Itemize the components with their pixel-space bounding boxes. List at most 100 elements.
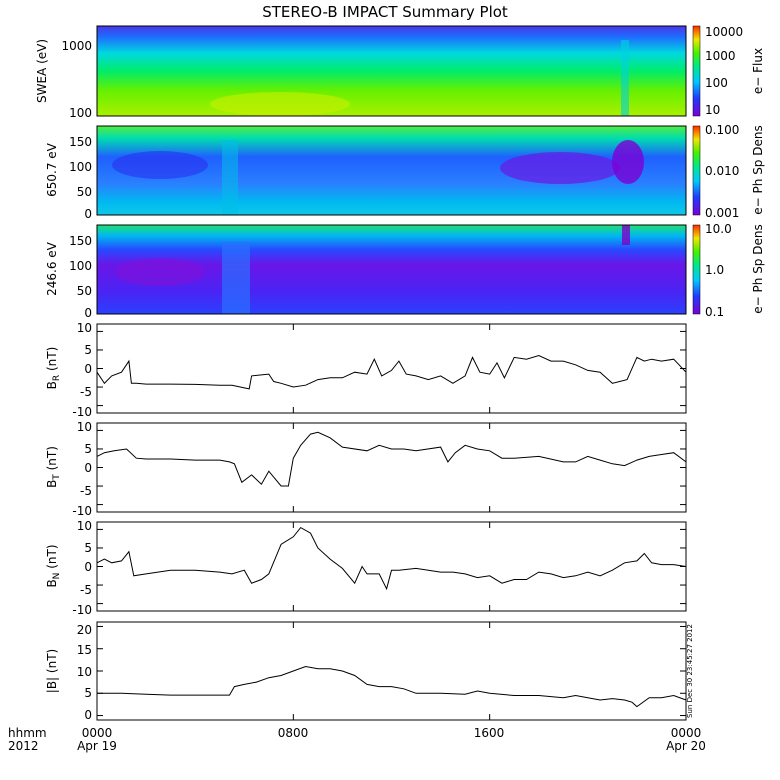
panel-swea: SWEA (eV) 1000 100 10000 1000 100 10 e− …	[35, 25, 765, 120]
ylabel-unit: (nT)	[45, 446, 59, 474]
colorbar-label: e− Ph Sp Dens	[751, 224, 765, 313]
colorbar-tick-label: 100	[705, 76, 728, 90]
panel-ticks-bn	[96, 522, 687, 611]
ytick-label: 100	[69, 259, 92, 273]
xtick-label: 1600	[474, 726, 505, 740]
ytick-label: 5	[84, 442, 92, 456]
ytick-label: 15	[77, 643, 92, 657]
panel-ylabel-swea: SWEA (eV)	[35, 39, 49, 103]
panel-ticks-bt	[96, 423, 687, 512]
series-line-br	[96, 354, 687, 390]
ylabel-subscript: N	[52, 573, 62, 580]
spectrogram-swea-gap	[621, 40, 629, 116]
panel-frame-swea	[96, 25, 687, 117]
ytick-label: 10	[77, 665, 92, 679]
ytick-label: 0	[84, 362, 92, 376]
panel-bn: BN (nT) 10 5 0 -5 -10	[45, 519, 687, 617]
ytick-label: 10	[77, 519, 92, 533]
ytick-label: 50	[77, 284, 92, 298]
ytick-label: -10	[72, 504, 92, 518]
panel-246: 246.6 eV 150 100 50 0 10.0 1.0 0.1 e− Ph…	[45, 222, 765, 320]
panel-ylabel-bt: BT (nT)	[45, 446, 62, 488]
ytick-label: 1000	[61, 39, 92, 53]
ytick-label: 5	[84, 541, 92, 555]
ytick-label: 5	[84, 686, 92, 700]
panel-bt: BT (nT) 10 5 0 -5 -10	[45, 420, 687, 518]
panel-frame-br	[96, 323, 687, 414]
panel-frame-246	[96, 224, 687, 315]
ytick-label: -5	[80, 385, 92, 399]
ytick-label: 50	[77, 185, 92, 199]
colorbar-tick-label: 0.100	[705, 123, 739, 137]
panel-br: BR (nT) 10 5 0 -5 -10	[45, 321, 687, 419]
series-line-bt	[96, 431, 687, 487]
ytick-label: 20	[77, 623, 92, 637]
ylabel-unit: (nT)	[45, 544, 59, 572]
ytick-label: 0	[84, 306, 92, 320]
year-label: 2012	[8, 739, 39, 753]
panel-ylabel-246: 246.6 eV	[45, 241, 59, 296]
ytick-label: 0	[84, 207, 92, 221]
panel-ylabel-bn: BN (nT)	[45, 544, 62, 587]
panel-ylabel-650: 650.7 eV	[45, 142, 59, 197]
ytick-label: 0	[84, 461, 92, 475]
colorbar-tick-label: 0.010	[705, 164, 739, 178]
spectrogram-650-feature	[500, 152, 620, 184]
colorbar-246	[692, 224, 701, 315]
ylabel-subscript: T	[52, 474, 62, 481]
ytick-label: 150	[69, 135, 92, 149]
xtick-label: 0800	[278, 726, 309, 740]
spectrogram-246-feature	[115, 258, 205, 286]
panel-frame-bt	[96, 422, 687, 513]
spectrogram-246-feature	[622, 225, 630, 245]
ytick-label: 100	[69, 160, 92, 174]
panel-frame-bn	[96, 521, 687, 612]
date-start-label: Apr 19	[77, 739, 117, 753]
spectrogram-650-feature	[612, 140, 644, 184]
ytick-label: 150	[69, 234, 92, 248]
spectrogram-650-feature	[112, 151, 208, 179]
spectrogram-swea	[97, 26, 686, 116]
ytick-label: 0	[84, 708, 92, 722]
colorbar-swea	[692, 25, 701, 117]
colorbar-label: e− Ph Sp Dens	[751, 125, 765, 214]
panel-ylabel-br: BR (nT)	[45, 347, 62, 390]
panel-ticks-br	[96, 324, 687, 413]
colorbar-tick-label: 10000	[705, 25, 743, 39]
ytick-label: 10	[77, 420, 92, 434]
spectrogram-246-gap	[222, 242, 250, 314]
ytick-label: 5	[84, 343, 92, 357]
colorbar-tick-label: 0.1	[705, 305, 724, 319]
colorbar-650	[692, 125, 701, 216]
ytick-label: 100	[69, 106, 92, 120]
panel-ylabel-bmag: |B| (nT)	[45, 649, 59, 693]
panel-frame-bmag	[96, 621, 687, 721]
panel-650: 650.7 eV 150 100 50 0 0.100 0.010 0.001 …	[45, 123, 765, 221]
time-axis: hhmm 2012 0000 0800 1600 0000 Apr 19 Apr…	[8, 726, 706, 753]
ylabel-subscript: R	[52, 375, 62, 381]
colorbar-tick-label: 0.001	[705, 206, 739, 220]
series-line-bmag	[97, 665, 687, 708]
colorbar-tick-label: 1.0	[705, 263, 724, 277]
spectrogram-650-gap	[222, 140, 238, 215]
timestamp-stamp: Sun Dec 30 23:45:27 2012	[686, 624, 694, 718]
ylabel-unit: (nT)	[45, 347, 59, 375]
date-end-label: Apr 20	[666, 739, 706, 753]
time-axis-label: hhmm	[8, 726, 47, 740]
ytick-label: -5	[80, 484, 92, 498]
ytick-label: 0	[84, 560, 92, 574]
ytick-label: -10	[72, 405, 92, 419]
xtick-label: 0000	[671, 726, 702, 740]
colorbar-tick-label: 10.0	[705, 222, 732, 236]
ytick-label: 10	[77, 321, 92, 335]
colorbar-tick-label: 10	[705, 103, 720, 117]
panel-bmag: |B| (nT) 20 15 10 5 0 Sun Dec 30 23:45:2…	[45, 621, 694, 722]
colorbar-tick-label: 1000	[705, 49, 736, 63]
plot-title: STEREO-B IMPACT Summary Plot	[262, 3, 508, 21]
series-line-bn	[96, 526, 687, 591]
ytick-label: -5	[80, 583, 92, 597]
ytick-label: -10	[72, 603, 92, 617]
panel-ticks-bmag	[96, 622, 687, 720]
colorbar-label: e− Flux	[751, 48, 765, 94]
